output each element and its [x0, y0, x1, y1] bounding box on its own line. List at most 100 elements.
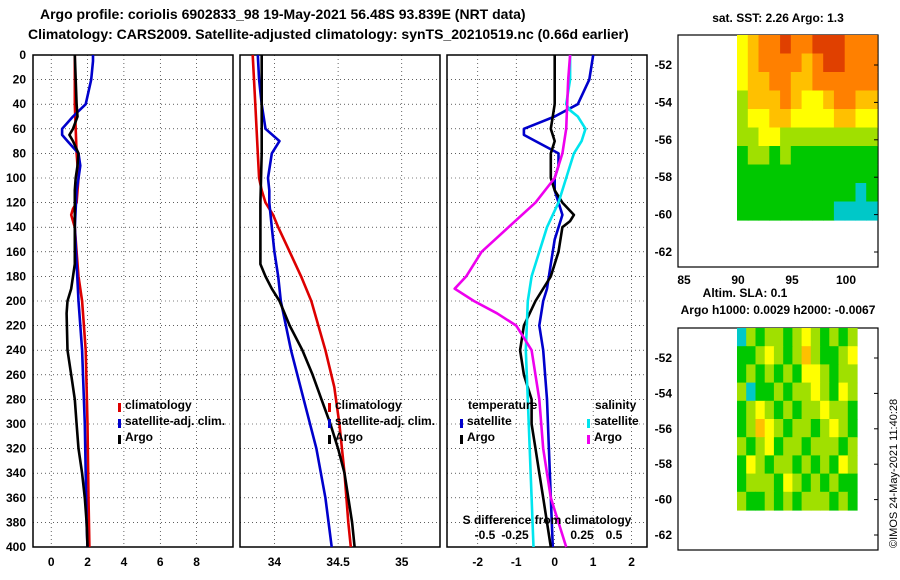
heat-cell [801, 90, 813, 110]
heat-cell [823, 72, 835, 92]
legend-label: climatology [335, 398, 402, 412]
heat-cell [790, 35, 803, 55]
heat-cell [783, 382, 793, 402]
map-y-tick-label: -56 [655, 422, 673, 436]
depth-tick-label: 220 [6, 319, 26, 333]
heat-cell [855, 90, 867, 110]
heat-cell [773, 419, 784, 438]
heat-cell [773, 491, 784, 511]
x-tick-label: 0 [551, 555, 558, 569]
map-x-tick-label: 85 [677, 273, 691, 287]
x-tick-label: 6 [157, 555, 164, 569]
heat-cell [758, 109, 770, 129]
heat-cell [764, 491, 775, 511]
x-tick-label: 1 [590, 555, 597, 569]
x-tick-label: 4 [121, 555, 128, 569]
heat-cell [847, 346, 858, 365]
heat-cell [847, 364, 858, 384]
heat-cell [847, 382, 858, 402]
depth-tick-label: 340 [6, 466, 26, 480]
heat-cell [773, 346, 784, 365]
heat-cell [773, 455, 784, 475]
heat-cell [801, 364, 812, 384]
series-line-salinity-Argo [453, 54, 572, 548]
heat-cell [855, 183, 867, 203]
heat-cell [838, 455, 849, 475]
x-tick-label: 2 [628, 555, 635, 569]
heat-cell [764, 400, 775, 420]
map-y-tick-label: -58 [655, 457, 673, 471]
heat-cell [823, 53, 835, 73]
heat-cell [746, 473, 756, 493]
heat-cell [746, 400, 756, 420]
x-tick-label: 8 [193, 555, 200, 569]
heat-cell [801, 400, 812, 420]
heat-cell [820, 364, 830, 384]
heat-cell [820, 419, 830, 438]
heat-cell [747, 109, 760, 129]
heat-cell [780, 201, 792, 221]
heat-cell [773, 473, 784, 493]
legend-label: satellite [594, 414, 639, 428]
heat-cell [866, 109, 878, 129]
heat-cell [758, 127, 770, 147]
heat-cell [847, 455, 858, 475]
heat-cell [780, 164, 792, 184]
heat-cell [866, 53, 878, 73]
heat-cell [844, 164, 857, 184]
heat-cell [769, 109, 781, 129]
heat-cell [829, 382, 840, 402]
heat-cell [838, 473, 849, 493]
map-x-tick-label: 90 [731, 273, 745, 287]
heat-cell [801, 35, 813, 55]
heat-cell [844, 72, 857, 92]
legend-label: Argo [335, 430, 363, 444]
heat-cell [737, 201, 749, 221]
legend-swatch [328, 419, 331, 428]
sst-title: sat. SST: 2.26 Argo: 1.3 [712, 11, 844, 25]
heat-cell [792, 382, 803, 402]
depth-tick-label: 60 [13, 122, 27, 136]
map-y-tick-label: -52 [655, 58, 673, 72]
panel-temperature [32, 54, 234, 548]
heat-cell [810, 382, 821, 402]
depth-tick-label: 80 [13, 146, 27, 160]
heat-cell [764, 419, 775, 438]
heat-cell [866, 183, 878, 203]
heat-cell [747, 72, 760, 92]
depth-tick-label: 180 [6, 269, 26, 283]
heat-cell [747, 164, 760, 184]
map-y-tick-label: -60 [655, 208, 673, 222]
series-line-satellite-adj.-clim. [256, 54, 333, 548]
heat-cell [833, 127, 846, 147]
heat-cell [829, 491, 840, 511]
argo-height-title: Argo h1000: 0.0029 h2000: -0.0067 [681, 303, 876, 317]
legend-label: satellite [467, 414, 512, 428]
heat-cell [844, 146, 857, 166]
depth-tick-label: 240 [6, 343, 26, 357]
depth-tick-label: 260 [6, 368, 26, 382]
legend-label: Argo [594, 430, 622, 444]
heat-cell [737, 382, 747, 402]
heat-cell [829, 400, 840, 420]
heat-cell [812, 146, 824, 166]
heat-cell [829, 364, 840, 384]
heat-cell [847, 400, 858, 420]
heat-cell [783, 491, 793, 511]
heat-cell [783, 400, 793, 420]
heat-cell [737, 146, 749, 166]
heat-cell [747, 127, 760, 147]
heat-cell [746, 455, 756, 475]
map-x-tick-label: 100 [836, 273, 856, 287]
legend-swatch [118, 435, 121, 444]
heat-cell [737, 437, 747, 456]
heat-cell [737, 72, 749, 92]
heat-cell [746, 437, 756, 456]
heat-cell [823, 201, 835, 221]
heat-cell [829, 419, 840, 438]
heat-cell [792, 346, 803, 365]
title-line-2: Climatology: CARS2009. Satellite-adjuste… [28, 26, 629, 42]
salinity-difference-label: S difference from climatology [463, 513, 632, 527]
depth-tick-label: 20 [13, 73, 27, 87]
heat-cell [790, 164, 803, 184]
